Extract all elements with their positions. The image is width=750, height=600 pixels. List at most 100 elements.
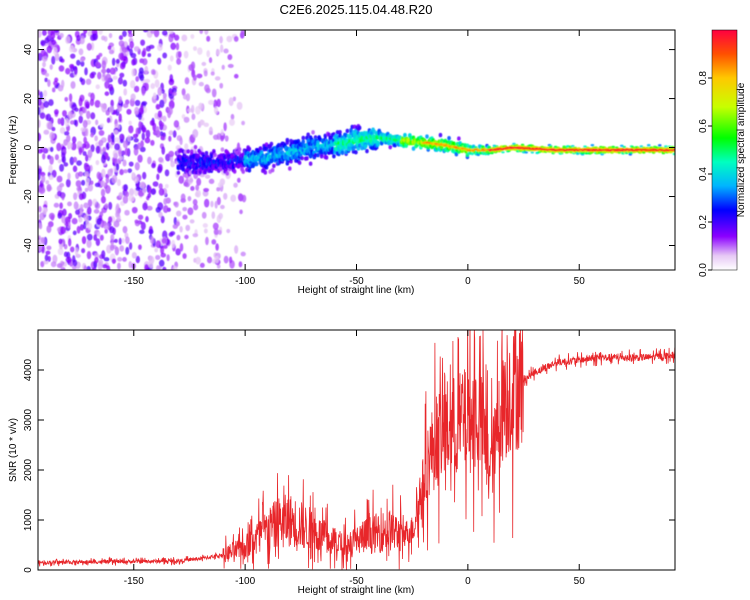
spectrogram-cell (135, 255, 141, 264)
spectrogram-cell (133, 147, 139, 156)
spectrogram-cell (69, 120, 75, 125)
spectrogram-cell (168, 100, 175, 110)
spectrogram-cell (78, 115, 84, 124)
spectrogram-cell (76, 225, 81, 234)
spectrogram-cell (490, 151, 494, 155)
spectrogram-cell (38, 148, 43, 154)
spectrogram-cell (218, 229, 222, 235)
spectrogram-cell (53, 30, 60, 33)
spectrogram-cell (137, 142, 141, 150)
spectrogram-cell (84, 67, 88, 76)
spectrogram-cell (119, 169, 124, 176)
spectrogram-cell (126, 108, 132, 115)
spectrogram-cell (115, 203, 120, 210)
spectrogram-cell (61, 151, 66, 159)
spectrogram-cell (183, 116, 190, 123)
spectrogram-cell (83, 202, 89, 209)
spectrogram-cell (236, 101, 243, 110)
spectrogram-cell (161, 238, 167, 244)
spectrogram-cell (71, 217, 78, 225)
spectrogram-cell (91, 267, 97, 270)
spectrogram-cell (160, 135, 165, 141)
spectrogram-cell (114, 143, 121, 151)
spectrogram-cell (134, 162, 140, 171)
spectrogram-cell (148, 259, 154, 269)
spectrogram-cell (195, 256, 201, 265)
spectrogram-cell (243, 154, 248, 160)
spectrogram-cell (193, 144, 198, 150)
spectrogram-cell (123, 55, 128, 65)
spectrogram-cell (213, 152, 217, 158)
spectrogram-cell (59, 182, 65, 188)
spectrogram-cell (51, 55, 56, 65)
spectrogram-cell (672, 152, 675, 156)
spectrogram-cell (212, 222, 219, 230)
spectrogram-cell (114, 246, 120, 256)
spectrogram-cell (42, 153, 46, 160)
spectrogram-cell (218, 212, 223, 220)
spectrogram-cell (133, 46, 140, 52)
snr-y-tick-label: 3000 (23, 408, 34, 431)
spectrogram-cell (216, 196, 221, 206)
spectrogram-cell (150, 30, 156, 34)
spectrogram-cell (79, 77, 83, 83)
spectrogram-cell (162, 115, 167, 122)
spectrogram-cell (57, 212, 63, 219)
spectrogram-cell (195, 189, 201, 198)
spectrogram-cell (40, 49, 46, 58)
spectrogram-cell (59, 202, 63, 210)
colorbar-tick-label: 0.6 (698, 119, 709, 133)
spectrogram-cell (192, 199, 198, 206)
spectrogram-cell (106, 68, 111, 74)
spectrogram-cell (216, 264, 221, 269)
spectrogram-cell (204, 30, 209, 35)
spectrogram-cell (108, 32, 113, 39)
spectrogram-cell (109, 225, 115, 234)
spectrogram-cell (140, 221, 146, 231)
spectrogram-cell (81, 143, 87, 149)
spectrogram-cell (169, 55, 174, 62)
spectrogram-cell (150, 83, 156, 90)
spectrogram-cell (83, 214, 89, 221)
spectrogram-cell (182, 206, 188, 212)
spectrogram-cell (72, 230, 77, 236)
spectrogram-cell (233, 182, 238, 188)
spectrogram-cell (104, 80, 110, 89)
spectrogram-cell (279, 146, 284, 151)
spectrogram-cell (83, 265, 87, 270)
spectrogram-cell (61, 157, 65, 163)
spectrogram-cell (172, 130, 177, 138)
spectrogram-cell (219, 82, 224, 89)
spectrogram-cell (138, 67, 144, 74)
spectrogram-cell (247, 146, 252, 152)
spectrogram-cell (56, 263, 63, 269)
spectrogram-cell (272, 163, 276, 169)
spectrogram-cell (104, 91, 110, 96)
spectrogram-cell (98, 130, 105, 136)
spectrogram-cell (365, 148, 369, 154)
spectrogram-cell (211, 211, 216, 219)
spectrogram-cell (111, 134, 115, 143)
spectrogram-cell (176, 170, 181, 176)
spectrogram-cell (220, 147, 225, 152)
spectrogram-cell (138, 121, 143, 129)
spectrogram-cell (200, 119, 205, 126)
spectrogram-cell (116, 208, 120, 217)
spectrogram-cell (122, 30, 127, 37)
spectrogram-cell (97, 261, 103, 270)
spectrogram-y-label: Frequency (Hz) (8, 116, 19, 185)
spectrogram-cell (117, 105, 122, 112)
colorbar-ticks: 0.0 0.2 0.4 0.6 0.8 (698, 29, 738, 277)
spectrogram-cell (152, 181, 159, 187)
spectrogram-cell (137, 214, 144, 220)
spectrogram-cell (57, 247, 64, 256)
spectrogram-cell (241, 120, 246, 126)
spectrogram-cell (109, 67, 116, 75)
spectrogram-cell (524, 151, 529, 154)
spectrogram-cell (69, 45, 75, 53)
spectrogram-cell (269, 141, 274, 147)
spectrogram-cell (146, 205, 153, 211)
spectrogram-cell (57, 84, 64, 92)
spectrogram-cell (106, 265, 111, 270)
spectrogram-marks (38, 30, 675, 270)
